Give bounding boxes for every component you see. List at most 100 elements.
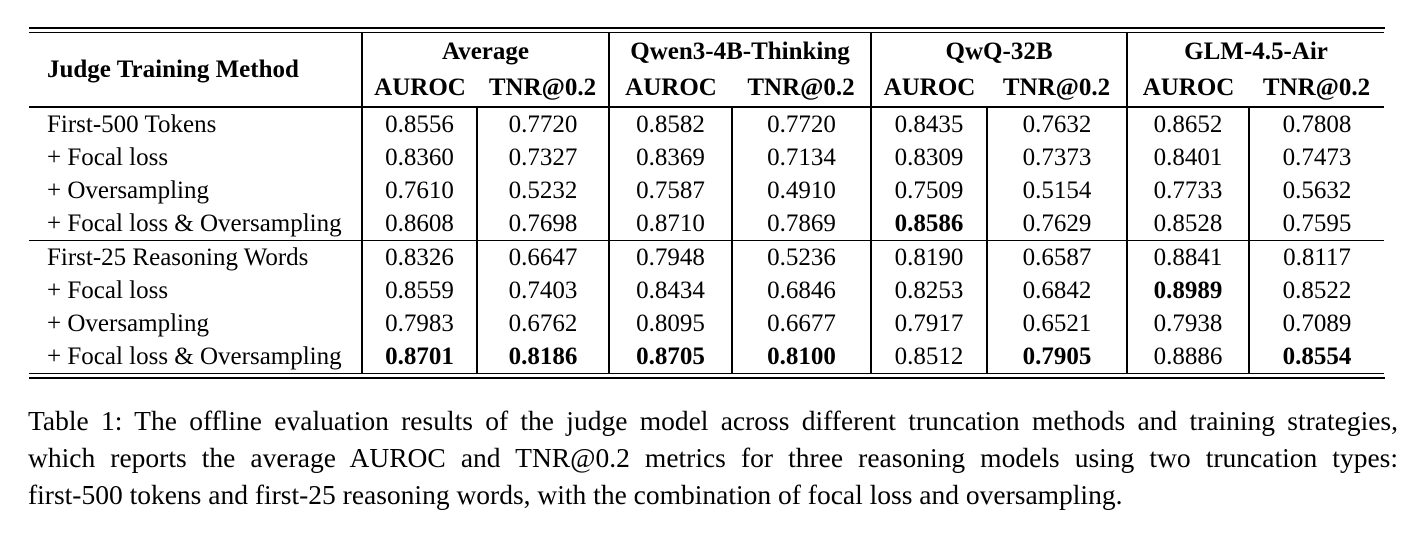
value-cell: 0.7869	[730, 207, 872, 241]
value-cell: 0.8554	[1248, 340, 1385, 374]
value-cell: 0.7134	[730, 141, 872, 174]
value-cell: 0.7610	[361, 174, 477, 207]
value-cell: 0.8326	[361, 240, 477, 274]
method-cell: + Oversampling	[47, 176, 209, 204]
table-row-first-500-tokens: First-500 Tokens 0.8556 0.7720 0.8582 0.7720…	[29, 107, 1385, 141]
metric-header-qwq-32b-auroc: AUROC	[870, 70, 988, 108]
value-cell: 0.6521	[986, 307, 1128, 340]
value-cell: 0.7733	[1126, 174, 1250, 207]
results-table-rules: Judge Training Method Average Qwen3-4B-Th…	[29, 27, 1385, 379]
value-cell: 0.5154	[986, 174, 1128, 207]
table-row-first-25-reasoning-words: First-25 Reasoning Words 0.8326 0.6647 0.79…	[29, 240, 1385, 274]
table-caption: Table 1: The offline evaluation results …	[28, 402, 1398, 513]
value-cell: 0.5236	[730, 240, 872, 274]
value-cell: 0.7403	[476, 274, 609, 307]
value-cell: 0.8095	[608, 307, 732, 340]
value-cell: 0.8710	[608, 207, 732, 241]
table-row-focal-loss-oversampling: + Focal loss & Oversampling 0.8701 0.8186 0…	[29, 340, 1385, 374]
value-cell: 0.8652	[1126, 107, 1250, 141]
table-header: Judge Training Method Average Qwen3-4B-Th…	[29, 32, 1385, 108]
value-cell: 0.8608	[361, 207, 477, 241]
value-cell: 0.7089	[1248, 307, 1385, 340]
method-cell: First-25 Reasoning Words	[29, 240, 362, 274]
caption-line-2: which reports the average AUROC and TNR@…	[28, 442, 1398, 473]
value-cell: 0.7948	[608, 240, 732, 274]
value-cell: 0.7720	[730, 107, 872, 141]
value-cell: 0.8582	[608, 107, 732, 141]
column-group-qwen3-4b-thinking: Qwen3-4B-Thinking	[607, 32, 872, 70]
value-cell: 0.8253	[870, 274, 988, 307]
metric-header-qwen3-4b-thinking-auroc: AUROC	[608, 70, 732, 108]
value-cell: 0.8886	[1126, 340, 1250, 374]
value-cell: 0.6677	[730, 307, 872, 340]
value-cell: 0.8559	[361, 274, 477, 307]
value-cell: 0.8435	[870, 107, 988, 141]
value-cell: 0.8369	[608, 141, 732, 174]
column-group-glm-4-5-air: GLM-4.5-Air	[1126, 32, 1385, 70]
header-metric-row: AUROC TNR@0.2 AUROC TNR@0.2 AUROC TNR@0.2 AURO…	[29, 70, 1385, 108]
value-cell: 0.8190	[870, 240, 988, 274]
value-cell: 0.6587	[986, 240, 1128, 274]
value-cell: 0.8434	[608, 274, 732, 307]
table-row-focal-loss: + Focal loss 0.8360 0.7327 0.8369 0.7134 0.83…	[29, 141, 1385, 174]
value-cell: 0.8701	[361, 340, 477, 374]
table-body-section-1: First-500 Tokens 0.8556 0.7720 0.8582 0.7720…	[29, 107, 1385, 241]
table-row-focal-loss-oversampling: + Focal loss & Oversampling 0.8608 0.7698 0…	[29, 207, 1385, 241]
value-cell: 0.8528	[1126, 207, 1250, 241]
value-cell: 0.7720	[476, 107, 609, 141]
value-cell: 0.8512	[870, 340, 988, 374]
metric-header-average-tnr-0-2: TNR@0.2	[477, 70, 609, 108]
value-cell: 0.7632	[986, 107, 1128, 141]
method-cell: + Oversampling	[47, 309, 209, 337]
table-row-focal-loss: + Focal loss 0.8559 0.7403 0.8434 0.6846 0.82…	[29, 274, 1385, 307]
value-cell: 0.8186	[476, 340, 609, 374]
value-cell: 0.5632	[1248, 174, 1385, 207]
value-cell: 0.7327	[476, 141, 609, 174]
caption-line-1: Table 1: The offline evaluation results …	[28, 405, 1398, 436]
value-cell: 0.4910	[730, 174, 872, 207]
value-cell: 0.7595	[1248, 207, 1385, 241]
metric-header-glm-4-5-air-auroc: AUROC	[1126, 70, 1250, 108]
table-body-section-2: First-25 Reasoning Words 0.8326 0.6647 0.79…	[29, 240, 1385, 374]
column-group-average: Average	[361, 32, 609, 70]
value-cell: 0.6842	[986, 274, 1128, 307]
value-cell: 0.6647	[476, 240, 609, 274]
method-cell: + Focal loss & Oversampling	[47, 209, 342, 237]
value-cell: 0.8360	[361, 141, 477, 174]
value-cell: 0.7629	[986, 207, 1128, 241]
value-cell: 0.8117	[1248, 240, 1385, 274]
value-cell: 0.6846	[730, 274, 872, 307]
value-cell: 0.7509	[870, 174, 988, 207]
value-cell: 0.6762	[476, 307, 609, 340]
column-group-qwq-32b: QwQ-32B	[870, 32, 1128, 70]
value-cell: 0.7698	[476, 207, 609, 241]
metric-header-qwq-32b-tnr-0-2: TNR@0.2	[987, 70, 1128, 108]
table-row-oversampling: + Oversampling 0.7610 0.5232 0.7587 0.4910 0.…	[29, 174, 1385, 207]
value-cell: 0.7938	[1126, 307, 1250, 340]
metric-header-glm-4-5-air-tnr-0-2: TNR@0.2	[1249, 70, 1385, 108]
method-cell: + Focal loss	[47, 276, 169, 304]
value-cell: 0.5232	[476, 174, 609, 207]
value-cell: 0.7905	[986, 340, 1128, 374]
results-table-zone: Judge Training Method Average Qwen3-4B-Th…	[29, 27, 1385, 379]
value-cell: 0.7373	[986, 141, 1128, 174]
value-cell: 0.8989	[1126, 274, 1250, 307]
header-group-row: Judge Training Method Average Qwen3-4B-Th…	[29, 32, 1385, 108]
value-cell: 0.8309	[870, 141, 988, 174]
value-cell: 0.7808	[1248, 107, 1385, 141]
results-table: Judge Training Method Average Qwen3-4B-Th…	[29, 32, 1385, 374]
value-cell: 0.7587	[608, 174, 732, 207]
value-cell: 0.7983	[361, 307, 477, 340]
value-cell: 0.8705	[608, 340, 732, 374]
value-cell: 0.8556	[361, 107, 477, 141]
method-cell: First-500 Tokens	[47, 110, 217, 138]
caption-line-3: first-500 tokens and first-25 reasoning …	[28, 479, 1123, 510]
value-cell: 0.8841	[1126, 240, 1250, 274]
method-cell: + Focal loss & Oversampling	[47, 342, 342, 370]
method-cell: + Focal loss	[47, 143, 169, 171]
value-cell: 0.7917	[870, 307, 988, 340]
value-cell: 0.8522	[1248, 274, 1385, 307]
value-cell: 0.8401	[1126, 141, 1250, 174]
value-cell: 0.7473	[1248, 141, 1385, 174]
value-cell: 0.8100	[730, 340, 872, 374]
